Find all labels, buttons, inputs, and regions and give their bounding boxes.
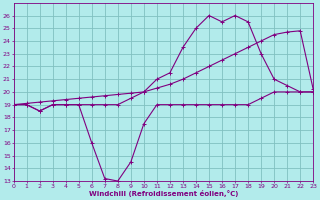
- X-axis label: Windchill (Refroidissement éolien,°C): Windchill (Refroidissement éolien,°C): [89, 190, 238, 197]
